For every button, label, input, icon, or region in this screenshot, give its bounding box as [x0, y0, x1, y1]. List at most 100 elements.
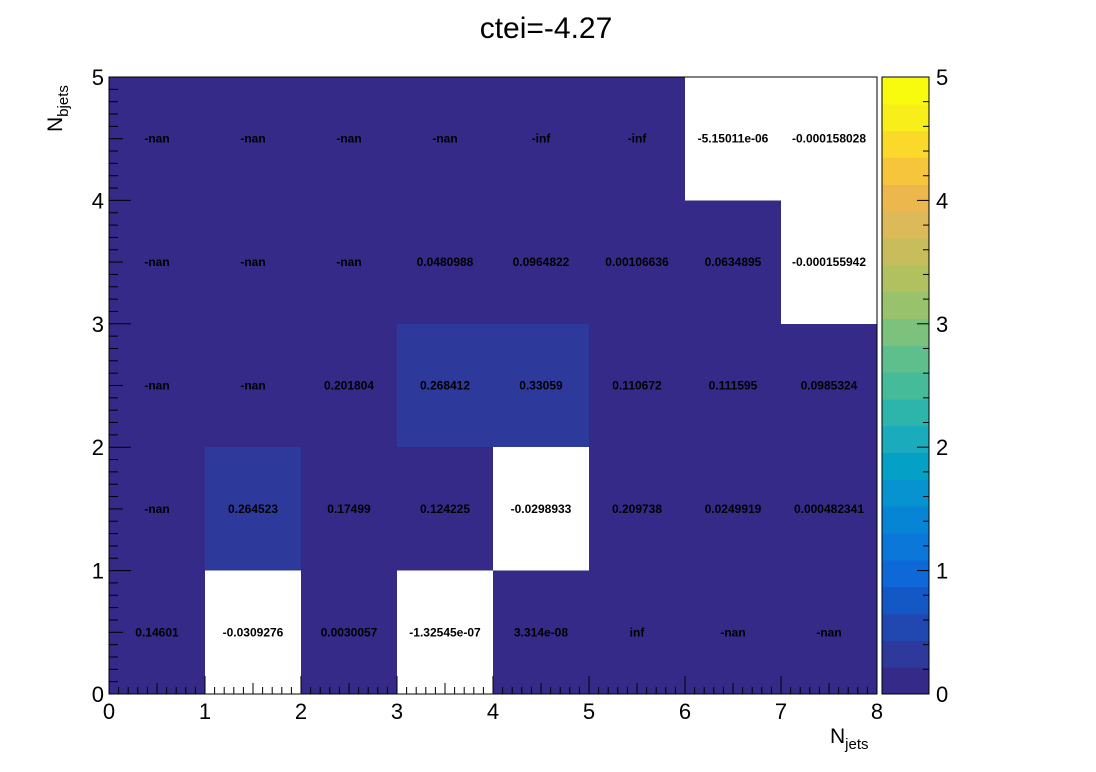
- cell-value-label: -nan: [144, 502, 169, 516]
- heatmap-cell: [589, 447, 685, 571]
- heatmap-cell: [781, 570, 877, 694]
- cell-value-label: -nan: [432, 132, 457, 146]
- heatmap-cell: [205, 77, 301, 201]
- heatmap-cell: [397, 77, 493, 201]
- color-scale-band: [882, 157, 929, 185]
- cell-value-label: -0.000158028: [792, 132, 866, 146]
- heatmap-cell: [493, 570, 589, 694]
- heatmap-cell: [493, 77, 589, 201]
- y-axis: 0 1 2 3 4 5: [92, 65, 131, 707]
- heatmap-cell: [109, 200, 205, 324]
- x-tick-label: 2: [295, 699, 307, 724]
- color-scale-band: [882, 211, 929, 239]
- heatmap-cell: [301, 447, 397, 571]
- heatmap-cell: [301, 77, 397, 201]
- cell-value-label: 0.110672: [612, 379, 662, 393]
- heatmap-cell: [301, 323, 397, 448]
- color-scale-band: [882, 103, 929, 132]
- cell-value-label: 0.00106636: [605, 255, 669, 269]
- heatmap-cell: [493, 323, 589, 448]
- x-tick-label: 0: [103, 699, 115, 724]
- cell-value-label: 0.14601: [135, 625, 179, 639]
- color-scale-tick-label: 3: [936, 312, 948, 337]
- cell-value-label: -nan: [144, 255, 169, 269]
- y-tick-label: 1: [92, 559, 104, 584]
- cell-value-label: -nan: [336, 255, 361, 269]
- cell-value-label: -nan: [144, 379, 169, 393]
- color-scale-band: [882, 372, 929, 400]
- y-tick-label: 3: [92, 312, 104, 337]
- color-scale-tick-label: 2: [936, 435, 948, 460]
- heatmap-cell: [685, 200, 781, 324]
- color-scale-band: [882, 425, 929, 454]
- color-scale-tick-label: 4: [936, 188, 948, 213]
- color-scale-band: [882, 237, 929, 266]
- cell-value-label: 0.0480988: [417, 255, 474, 269]
- y-tick-label: 0: [92, 682, 104, 707]
- cell-value-label: 0.209738: [612, 502, 662, 516]
- heatmap-cell: [781, 77, 877, 201]
- cell-value-label: -1.32545e-07: [409, 625, 481, 639]
- heatmap-cell: [205, 447, 301, 571]
- x-axis-title-main: N: [830, 725, 845, 748]
- cell-value-label: 0.264523: [228, 502, 278, 516]
- heatmap-cell: [781, 323, 877, 448]
- heatmap-cell: [109, 447, 205, 571]
- heatmap-cell: [109, 77, 205, 201]
- x-tick-label: 3: [391, 699, 403, 724]
- y-tick-label: 2: [92, 435, 104, 460]
- heatmap-cell: [397, 323, 493, 448]
- color-scale-band: [882, 506, 929, 534]
- cell-value-label: -0.0309276: [223, 625, 284, 639]
- x-tick-label: 1: [199, 699, 211, 724]
- color-scale-band: [882, 318, 929, 346]
- heatmap-cell: [589, 323, 685, 448]
- heatmap-cell: [493, 447, 589, 571]
- color-scale-band: [882, 586, 929, 615]
- x-tick-label: 6: [679, 699, 691, 724]
- cell-value-label: 0.0634895: [705, 255, 762, 269]
- color-scale-band: [882, 640, 929, 668]
- heatmap-cells: [109, 77, 877, 694]
- cell-value-label: -nan: [240, 255, 265, 269]
- y-axis-title-main: N: [44, 117, 67, 132]
- color-scale-band: [882, 130, 929, 158]
- color-scale-border: [881, 76, 930, 695]
- cell-value-label: -nan: [720, 625, 745, 639]
- x-tick-label: 4: [487, 699, 499, 724]
- cell-value-label: 3.314e-08: [514, 625, 568, 639]
- color-scale-band: [882, 184, 929, 212]
- y-axis-title: Nbjets: [44, 85, 72, 132]
- color-scale-band: [882, 533, 929, 561]
- cell-value-label: -inf: [628, 132, 648, 146]
- cell-value-label: 0.17499: [327, 502, 371, 516]
- cell-value-label: -nan: [144, 132, 169, 146]
- cell-value-label: 0.201804: [324, 379, 374, 393]
- heatmap-cell: [301, 570, 397, 694]
- cell-value-label: 0.111595: [709, 379, 758, 393]
- cell-value-label: -0.000155942: [792, 255, 866, 269]
- cell-value-label: 0.124225: [420, 502, 470, 516]
- cell-value-label: -nan: [816, 625, 841, 639]
- x-axis-title: Njets: [830, 725, 869, 753]
- color-scale-tick-label: 0: [936, 682, 948, 707]
- y-tick-label: 5: [92, 65, 104, 90]
- color-scale-band: [882, 667, 929, 695]
- heatmap-cell: [205, 200, 301, 324]
- x-tick-label: 5: [583, 699, 595, 724]
- heatmap-cell: [397, 570, 493, 694]
- cell-value-label: 0.0030057: [321, 625, 378, 639]
- cell-value-label: 0.268412: [420, 379, 470, 393]
- cell-value-label: 0.0985324: [801, 379, 858, 393]
- heatmap-cell: [301, 200, 397, 324]
- heatmap-cell: [493, 200, 589, 324]
- color-scale-band: [882, 613, 929, 641]
- color-scale-band: [882, 559, 929, 588]
- cell-value-labels: 0.14601 -0.0309276 0.0030057 -1.32545e-07 3.…: [135, 132, 866, 640]
- color-scale-band: [882, 291, 929, 319]
- heatmap-cell: [109, 570, 205, 694]
- x-tick-label: 8: [871, 699, 883, 724]
- heatmap-cell: [589, 570, 685, 694]
- cell-value-label: 0.0249919: [705, 502, 762, 516]
